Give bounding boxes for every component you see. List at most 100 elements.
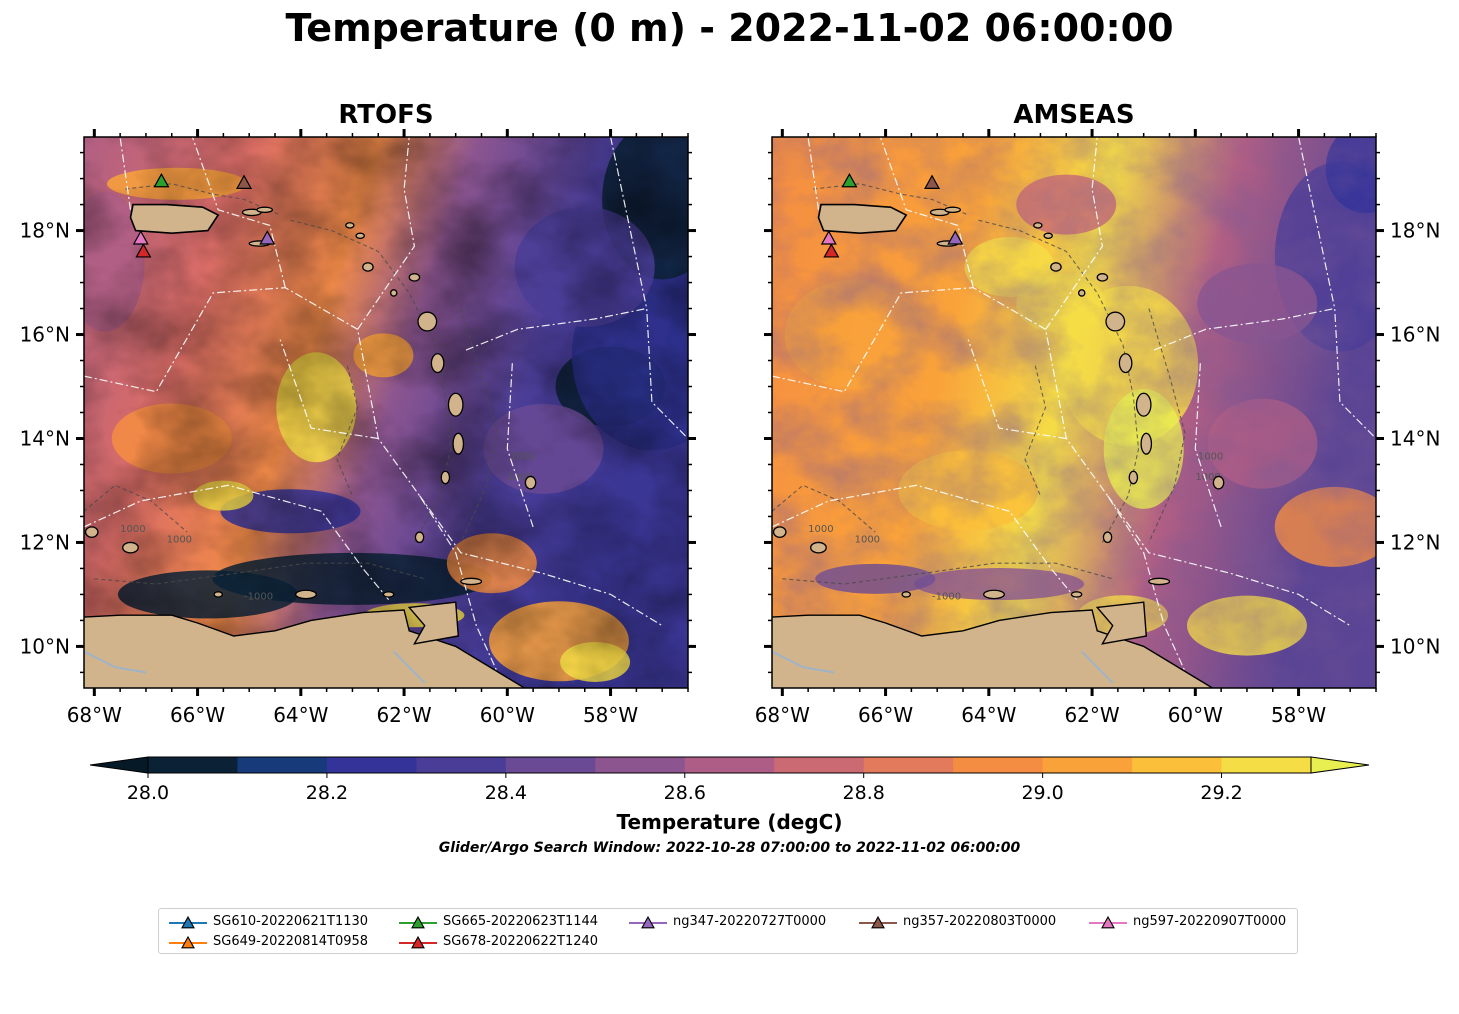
south-america-land [84,609,526,688]
lon-tick-label: 68°W [67,703,122,727]
platform-marker [132,230,149,245]
colorbar-swatch [1132,757,1223,773]
island [1077,289,1086,297]
map-panel-amseas: 1000 1000 -1000 1000 1000 [715,137,1376,688]
lon-tick-label: 60°W [1168,703,1223,727]
lat-tick-label: 10°N [1390,634,1440,658]
island [1212,475,1225,490]
island [27,511,37,517]
island [84,526,99,538]
legend-marker-icon [169,915,207,929]
island [414,531,425,544]
trinidad-land [1095,601,1148,645]
platform-markers [132,172,964,258]
contour-label: 1000 [120,524,145,535]
island [944,206,962,214]
colorbar-swatch [326,757,417,773]
lat-tick-label: 18°N [1390,219,1440,243]
island [256,206,274,214]
lat-tick-label: 16°N [1390,323,1440,347]
south-america-land [772,609,1214,688]
island [447,392,464,417]
platform-marker [823,243,840,258]
island [295,589,317,600]
puerto-rico-land [129,203,220,235]
platform-marker [820,230,837,245]
colorbar-tick-label: 28.8 [843,782,885,804]
colorbar-extend-low [89,756,149,774]
lon-tick-label: 62°W [1064,703,1119,727]
lat-tick-label: 10°N [20,634,70,658]
legend: SG610-20220621T1130 SG649-20220814T0958 SG… [158,908,1298,954]
island [524,475,537,490]
trinidad-land [407,601,460,645]
axis-ticks: 68°W 66°W 64°W 62°W 60°W 58°W 10°N 12°N 14°N 16°N… [20,129,1440,727]
contour-label: 1000 [1195,472,1220,483]
legend-marker-icon [1089,915,1127,929]
colorbar-tick-label: 28.2 [306,782,348,804]
island [389,289,398,297]
island [345,222,355,229]
colorbar-swatch [505,757,596,773]
lon-tick-label: 58°W [583,703,638,727]
island [810,541,827,554]
lat-tick-label: 18°N [20,219,70,243]
colorbar-swatch [595,757,686,773]
island [430,353,445,374]
contour-label: 1000 [808,524,833,535]
lat-tick-label: 14°N [20,426,70,450]
platform-marker [947,230,964,245]
search-window-caption: Glider/Argo Search Window: 2022-10-28 07… [438,840,1021,856]
island [460,577,483,586]
legend-marker-icon [859,915,897,929]
page-title: Temperature (0 m) - 2022-11-02 06:00:00 [285,6,1174,50]
platform-marker [236,174,253,189]
lon-tick-label: 62°W [376,703,431,727]
legend-marker-icon [399,935,437,949]
platform-marker [135,243,152,258]
island [715,511,725,517]
legend-label: ng597-20220907T0000 [1133,914,1287,929]
colorbar-swatch [953,757,1044,773]
island [355,232,365,240]
legend-marker-icon [399,915,437,929]
island [408,273,421,282]
panel-title-rtofs: RTOFS [338,100,434,130]
lat-tick-label: 12°N [1390,530,1440,554]
legend-label: SG649-20220814T0958 [213,934,369,949]
colorbar-swatch [863,757,954,773]
island [417,311,438,332]
platform-marker [841,172,858,188]
lat-tick-label: 12°N [20,530,70,554]
island [1148,577,1171,586]
island [983,589,1005,600]
colorbar-extend-high [1310,756,1370,774]
island [452,432,465,455]
colorbar-swatch [148,757,238,773]
lon-tick-label: 66°W [858,703,913,727]
contour-label: -1000 [244,592,273,603]
platform-marker [153,172,170,188]
puerto-rico-land [817,203,908,235]
colorbar: 28.0 28.2 28.4 28.6 28.8 29.0 29.2 [89,756,1370,804]
contour-label: 1000 [510,451,535,462]
legend-label: SG610-20220621T1130 [213,914,369,929]
lon-tick-label: 64°W [961,703,1016,727]
contour-label: 1000 [855,534,880,545]
colorbar-tick-label: 28.0 [127,782,169,804]
island [362,262,374,272]
legend-marker-icon [629,915,667,929]
lon-tick-label: 60°W [480,703,535,727]
colorbar-tick-label: 29.2 [1200,782,1242,804]
island [1140,432,1153,455]
lon-tick-label: 68°W [755,703,810,727]
map-panel-rtofs: 1000 1000 -1000 1000 1000 [27,137,688,688]
colorbar-swatch [684,757,775,773]
colorbar-swatch [237,757,328,773]
island [122,541,139,554]
legend-label: SG665-20220623T1144 [443,914,599,929]
legend-label: ng347-20220727T0000 [673,914,827,929]
platform-marker [259,230,276,245]
island [1105,311,1126,332]
